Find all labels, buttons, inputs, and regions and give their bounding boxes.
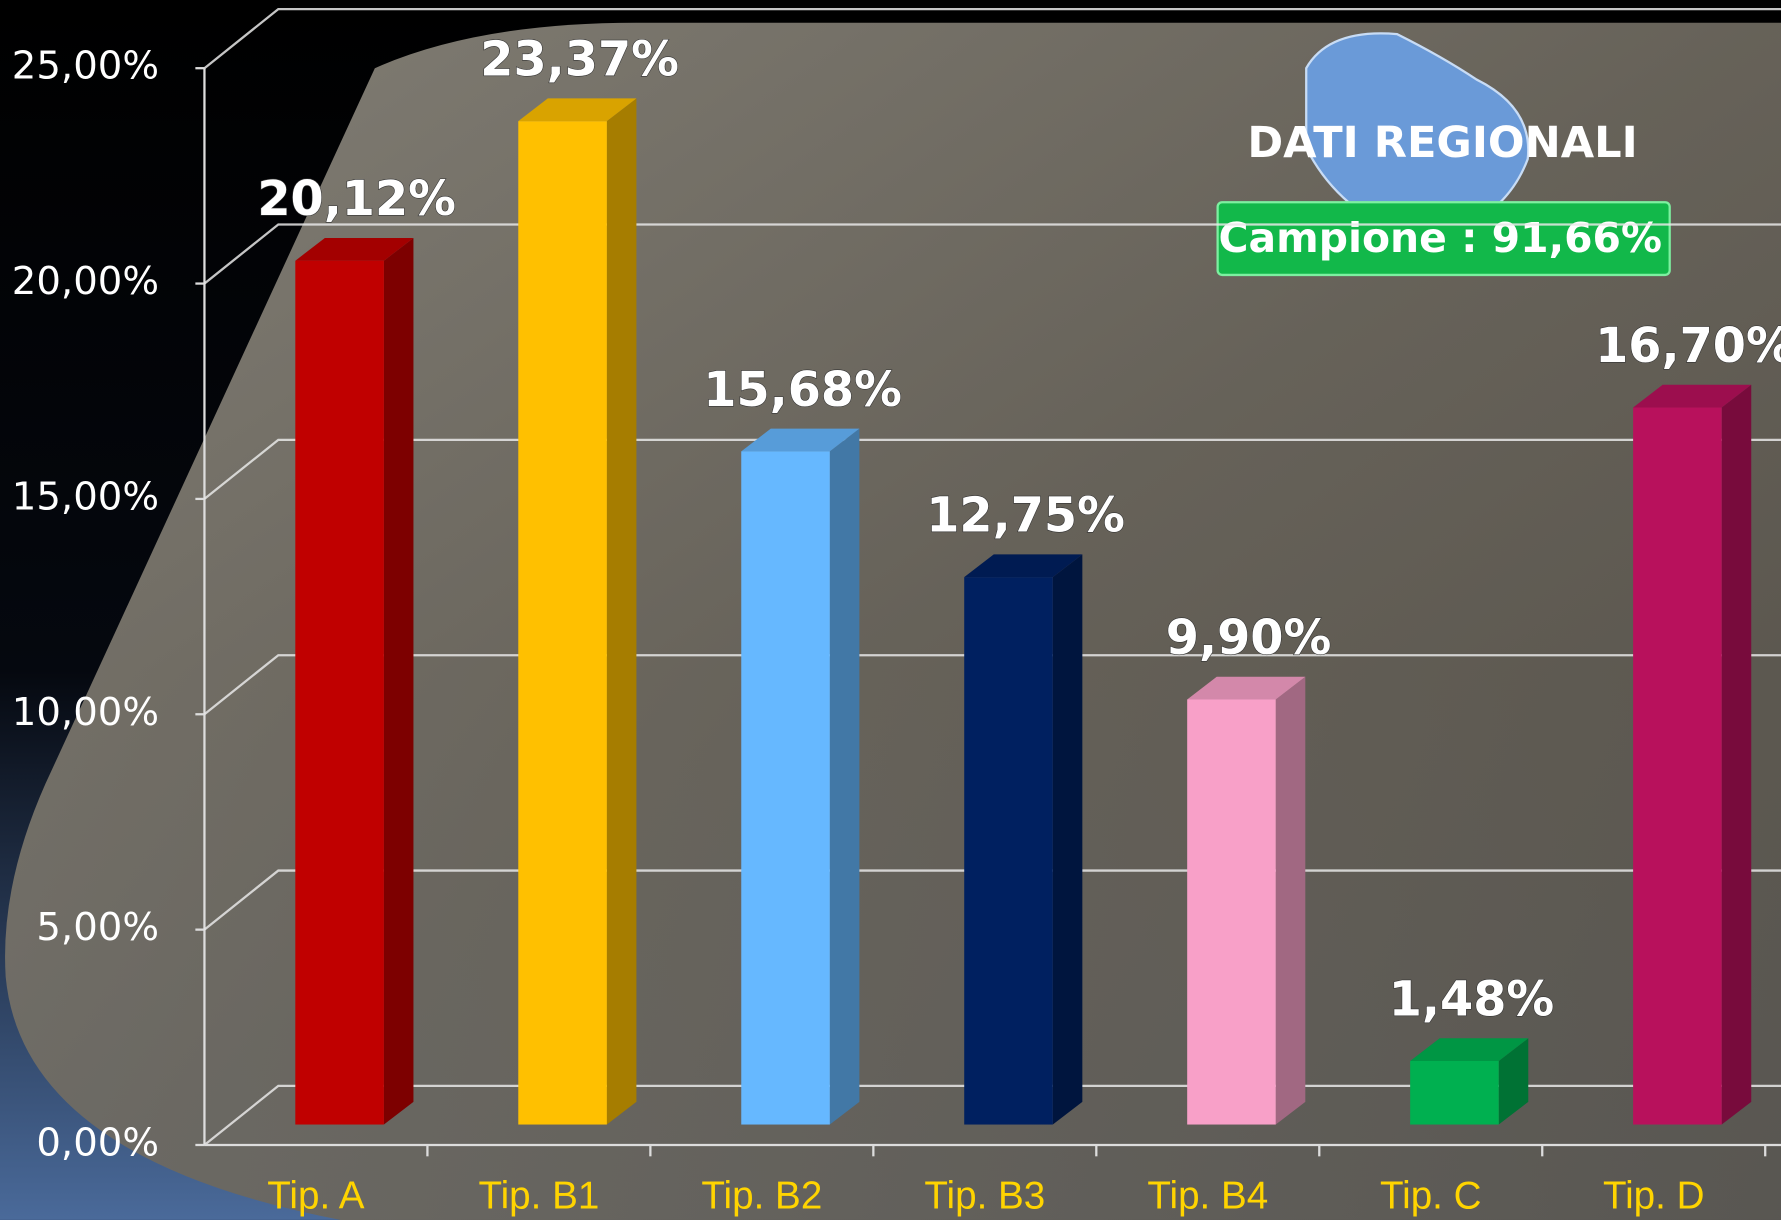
y-tick-label: 5,00%: [36, 905, 159, 950]
grid-line: [203, 8, 1781, 70]
annotation: Campione : 91,66%: [1219, 214, 1662, 262]
x-tick-label: Tip. B2: [701, 1175, 822, 1218]
x-tick-label: Tip. B4: [1147, 1175, 1268, 1218]
annotation: DATI REGIONALI: [1247, 118, 1637, 168]
y-tick-label: 25,00%: [12, 44, 159, 89]
value-label: 16,70%: [1595, 319, 1781, 374]
bar: [1410, 1038, 1529, 1125]
x-tick-label: Tip. C: [1380, 1175, 1482, 1218]
bar: [518, 98, 637, 1125]
value-label: 20,12%: [257, 172, 456, 227]
badge: [1216, 201, 1671, 277]
bar-top: [1633, 384, 1752, 408]
bar-front: [295, 260, 384, 1125]
bar-front: [741, 451, 830, 1125]
bar-side: [1498, 1038, 1529, 1125]
bar-side: [1721, 384, 1752, 1125]
bar-side: [1052, 554, 1083, 1125]
bar: [964, 554, 1083, 1125]
x-tick-label: Tip. B3: [924, 1175, 1045, 1218]
y-tick-label: 20,00%: [12, 259, 159, 304]
bar: [741, 428, 860, 1125]
bar: [1187, 676, 1306, 1125]
bar-side: [1275, 676, 1306, 1125]
grid-line: [203, 223, 1781, 285]
bar-side: [606, 98, 637, 1125]
photo-panel: [5, 22, 1781, 1220]
y-tick-label: 15,00%: [12, 474, 159, 519]
grid-line: [203, 438, 1781, 500]
value-label: 9,90%: [1166, 611, 1331, 666]
bar-front: [1410, 1060, 1499, 1125]
bar-top: [964, 554, 1083, 578]
y-tick-label: 0,00%: [36, 1120, 159, 1165]
x-tick-label: Tip. A: [267, 1175, 365, 1218]
bar-top: [518, 98, 637, 122]
x-tick-label: Tip. B1: [478, 1175, 599, 1218]
bar-top: [741, 428, 860, 452]
grid-line: [203, 654, 1781, 716]
bar-front: [518, 121, 607, 1125]
bar-top: [1410, 1038, 1529, 1061]
bar-front: [1633, 407, 1722, 1125]
bar: [295, 237, 414, 1125]
x-tick-label: Tip. D: [1603, 1175, 1705, 1218]
value-label: 12,75%: [926, 489, 1125, 544]
value-label: 15,68%: [703, 363, 902, 418]
value-label: 1,48%: [1389, 973, 1554, 1028]
bar-front: [1187, 699, 1276, 1125]
plot: 0,00% 5,00% 10,00% 15,00% 20,00% 25,00% 20,12%…: [12, 8, 1781, 1218]
bar-top: [1187, 676, 1306, 700]
bar-top: [295, 237, 414, 261]
bar: [1633, 384, 1752, 1125]
y-tick-label: 10,00%: [12, 690, 159, 735]
bar-side: [383, 237, 414, 1125]
bar-side: [829, 428, 860, 1125]
value-label: 23,37%: [480, 33, 679, 88]
bar-front: [964, 577, 1053, 1125]
